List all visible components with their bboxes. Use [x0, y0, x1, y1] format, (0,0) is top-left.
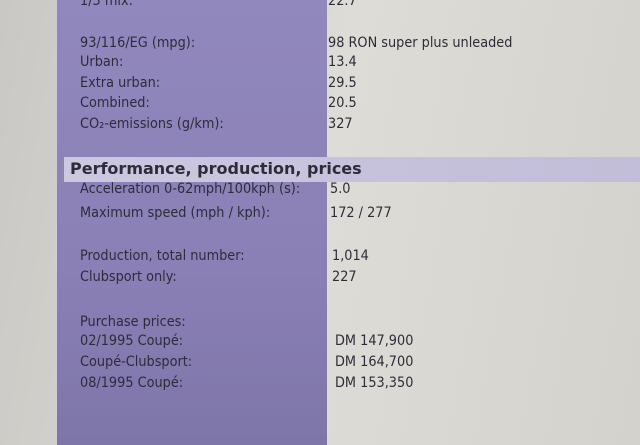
spec-value: DM 147,900 — [335, 333, 414, 349]
spec-label: Extra urban: — [80, 75, 161, 91]
spec-value: 1,014 — [332, 248, 369, 264]
spec-label: 93/116/EG (mpg): — [80, 35, 196, 51]
spec-value: 5.0 — [330, 181, 351, 197]
spec-label: Acceleration 0-62mph/100kph (s): — [80, 181, 301, 197]
spec-value: 227 — [332, 269, 357, 285]
spec-value: DM 164,700 — [335, 354, 414, 370]
spec-value: 98 RON super plus unleaded — [328, 35, 513, 51]
section-heading: Purchase prices: — [80, 314, 186, 330]
spec-value: 13.4 — [328, 54, 357, 70]
spec-label: 08/1995 Coupé: — [80, 375, 184, 391]
side-column — [57, 0, 327, 445]
spec-label: Coupé-Clubsport: — [80, 354, 193, 370]
spec-label: 1/3 mix: — [80, 0, 133, 9]
spec-value: 20.5 — [328, 95, 357, 111]
heading-band — [64, 157, 640, 182]
spec-value: 172 / 277 — [330, 205, 392, 221]
spec-value: 327 — [328, 116, 353, 132]
spec-label: CO₂-emissions (g/km): — [80, 116, 224, 132]
section-heading: Performance, production, prices — [70, 159, 362, 178]
spec-label: Maximum speed (mph / kph): — [80, 205, 271, 221]
spec-label: Clubsport only: — [80, 269, 177, 285]
spec-label: Combined: — [80, 95, 150, 111]
spec-label: Urban: — [80, 54, 124, 70]
spec-value: 29.5 — [328, 75, 357, 91]
spec-label: 02/1995 Coupé: — [80, 333, 184, 349]
spec-label: Production, total number: — [80, 248, 245, 264]
spec-value: 22.7 — [328, 0, 357, 9]
spec-value: DM 153,350 — [335, 375, 414, 391]
